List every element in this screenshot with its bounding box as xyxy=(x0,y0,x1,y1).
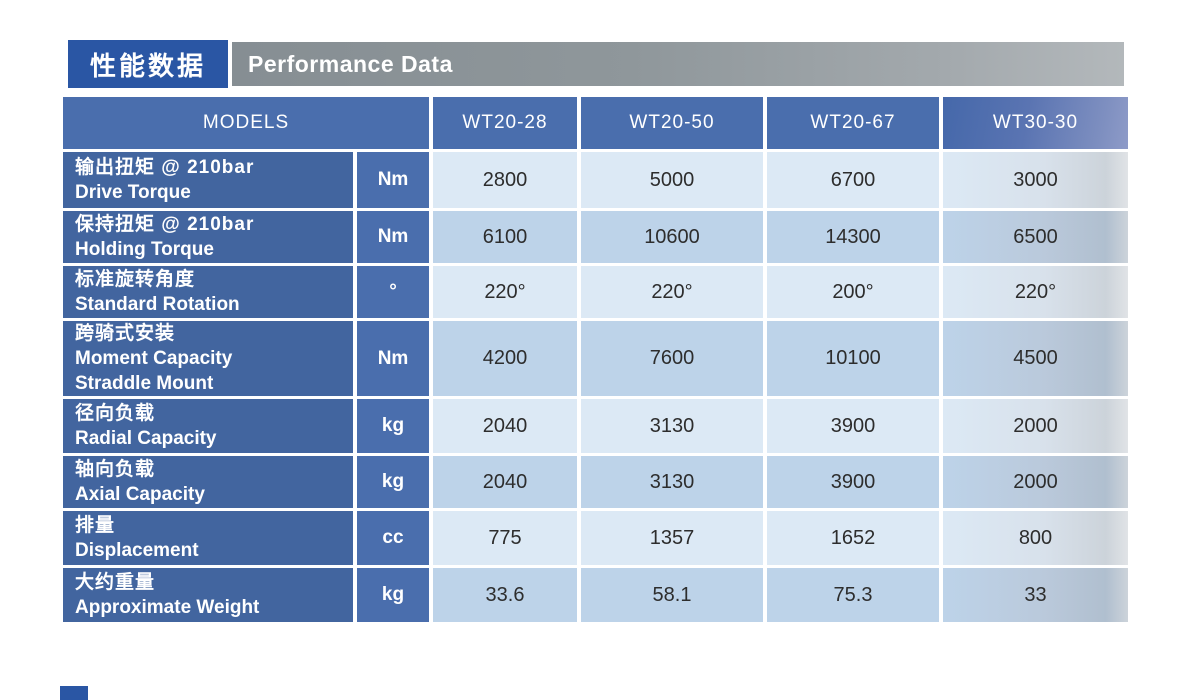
row-unit: cc xyxy=(357,511,429,565)
value-cell: 14300 xyxy=(767,211,939,263)
value-cell: 33.6 xyxy=(433,568,577,622)
table-row-moment-capacity: 跨骑式安装 Moment Capacity Straddle Mount Nm … xyxy=(63,321,1128,396)
value-cell: 2040 xyxy=(433,399,577,453)
row-label: 保持扭矩 @ 210bar Holding Torque xyxy=(63,211,353,263)
value-cell: 2000 xyxy=(943,456,1128,508)
row-label: 标准旋转角度 Standard Rotation xyxy=(63,266,353,318)
row-unit: kg xyxy=(357,399,429,453)
value-cell: 3900 xyxy=(767,399,939,453)
row-label: 输出扭矩 @ 210bar Drive Torque xyxy=(63,152,353,208)
value-cell: 75.3 xyxy=(767,568,939,622)
value-cell: 1652 xyxy=(767,511,939,565)
value-cell: 1357 xyxy=(581,511,763,565)
row-label: 大约重量 Approximate Weight xyxy=(63,568,353,622)
value-cell: 4500 xyxy=(943,321,1128,396)
performance-data-table: MODELS WT20-28 WT20-50 WT20-67 WT30-30 输… xyxy=(59,94,1132,625)
row-label-zh: 径向负载 xyxy=(75,403,156,424)
value-cell: 7600 xyxy=(581,321,763,396)
models-header-row: MODELS WT20-28 WT20-50 WT20-67 WT30-30 xyxy=(63,97,1128,149)
row-label-en: Approximate Weight xyxy=(75,597,260,618)
value-cell: 220° xyxy=(433,266,577,318)
table-row-axial-capacity: 轴向负载 Axial Capacity kg 2040 3130 3900 20… xyxy=(63,456,1128,508)
row-label-en: Moment Capacity xyxy=(75,348,233,369)
row-label-zh: 排量 xyxy=(75,515,116,536)
table-row-standard-rotation: 标准旋转角度 Standard Rotation ° 220° 220° 200… xyxy=(63,266,1128,318)
row-label: 排量 Displacement xyxy=(63,511,353,565)
row-unit: kg xyxy=(357,568,429,622)
section-title-en: Performance Data xyxy=(232,42,1124,86)
value-cell: 10600 xyxy=(581,211,763,263)
value-cell: 6500 xyxy=(943,211,1128,263)
model-column-header: WT30-30 xyxy=(943,97,1128,149)
row-label-zh: 轴向负载 xyxy=(75,459,156,480)
row-label-zh: 标准旋转角度 xyxy=(75,269,196,290)
value-cell: 800 xyxy=(943,511,1128,565)
row-label-en: Drive Torque xyxy=(75,182,191,203)
value-cell: 3130 xyxy=(581,399,763,453)
row-unit: Nm xyxy=(357,321,429,396)
page-corner-mark xyxy=(60,686,88,700)
row-label: 径向负载 Radial Capacity xyxy=(63,399,353,453)
value-cell: 6700 xyxy=(767,152,939,208)
table-row-radial-capacity: 径向负载 Radial Capacity kg 2040 3130 3900 2… xyxy=(63,399,1128,453)
section-title-zh: 性能数据 xyxy=(68,40,228,88)
value-cell: 58.1 xyxy=(581,568,763,622)
row-unit: Nm xyxy=(357,152,429,208)
value-cell: 2040 xyxy=(433,456,577,508)
row-label-en: Radial Capacity xyxy=(75,428,217,449)
section-title-bar: 性能数据 Performance Data xyxy=(68,40,1124,88)
value-cell: 5000 xyxy=(581,152,763,208)
row-label-zh: 保持扭矩 @ 210bar xyxy=(75,214,255,235)
performance-data-table-wrap: MODELS WT20-28 WT20-50 WT20-67 WT30-30 输… xyxy=(59,94,1132,625)
model-column-header: WT20-28 xyxy=(433,97,577,149)
value-cell: 3000 xyxy=(943,152,1128,208)
models-header-cell: MODELS xyxy=(63,97,429,149)
row-label-zh: 跨骑式安装 xyxy=(75,323,176,344)
value-cell: 6100 xyxy=(433,211,577,263)
value-cell: 2000 xyxy=(943,399,1128,453)
row-label-en: Holding Torque xyxy=(75,239,214,260)
table-row-approximate-weight: 大约重量 Approximate Weight kg 33.6 58.1 75.… xyxy=(63,568,1128,622)
table-row-holding-torque: 保持扭矩 @ 210bar Holding Torque Nm 6100 106… xyxy=(63,211,1128,263)
value-cell: 4200 xyxy=(433,321,577,396)
table-row-drive-torque: 输出扭矩 @ 210bar Drive Torque Nm 2800 5000 … xyxy=(63,152,1128,208)
row-label: 轴向负载 Axial Capacity xyxy=(63,456,353,508)
value-cell: 3130 xyxy=(581,456,763,508)
row-label-en2: Straddle Mount xyxy=(75,373,214,394)
value-cell: 775 xyxy=(433,511,577,565)
value-cell: 220° xyxy=(581,266,763,318)
value-cell: 33 xyxy=(943,568,1128,622)
row-unit: ° xyxy=(357,266,429,318)
value-cell: 10100 xyxy=(767,321,939,396)
row-label-en: Standard Rotation xyxy=(75,294,240,315)
row-unit: kg xyxy=(357,456,429,508)
row-label-en: Axial Capacity xyxy=(75,484,205,505)
value-cell: 3900 xyxy=(767,456,939,508)
model-column-header: WT20-50 xyxy=(581,97,763,149)
value-cell: 2800 xyxy=(433,152,577,208)
row-label-en: Displacement xyxy=(75,540,199,561)
row-unit: Nm xyxy=(357,211,429,263)
row-label-zh: 输出扭矩 @ 210bar xyxy=(75,157,255,178)
row-label-zh: 大约重量 xyxy=(75,572,156,593)
model-column-header: WT20-67 xyxy=(767,97,939,149)
table-row-displacement: 排量 Displacement cc 775 1357 1652 800 xyxy=(63,511,1128,565)
value-cell: 200° xyxy=(767,266,939,318)
value-cell: 220° xyxy=(943,266,1128,318)
row-label: 跨骑式安装 Moment Capacity Straddle Mount xyxy=(63,321,353,396)
